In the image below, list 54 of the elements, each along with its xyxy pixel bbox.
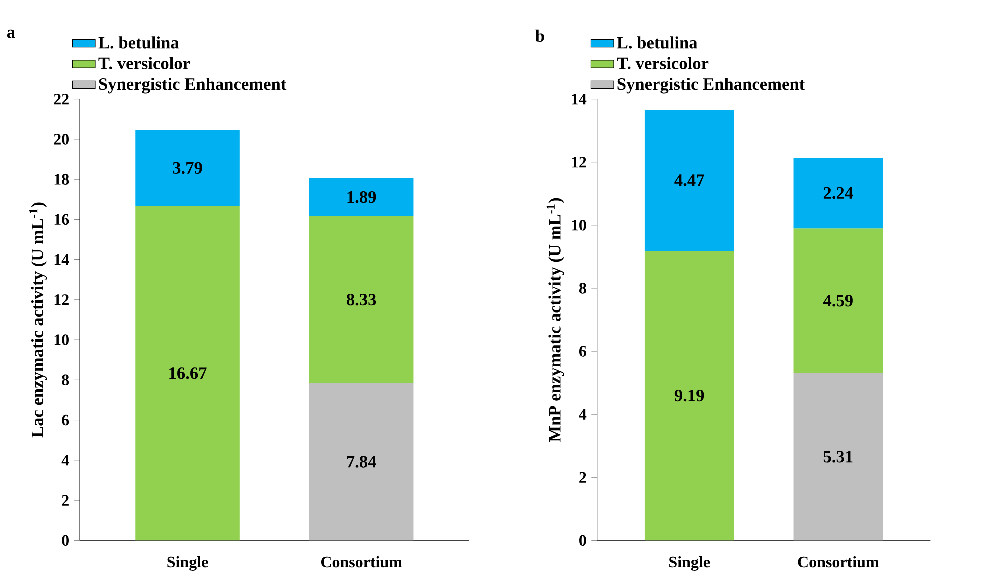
- y-tick-label: 10: [54, 334, 69, 346]
- bar: [644, 110, 734, 251]
- legend-label: Synergistic Enhancement: [99, 78, 287, 94]
- bar: [794, 158, 884, 229]
- legend-label: T. versicolor: [98, 57, 190, 70]
- bar: [644, 250, 734, 541]
- legend-label: L. betulina: [98, 36, 180, 49]
- x-tick-label: Consortium: [798, 556, 880, 568]
- y-tick-label: 6: [579, 346, 586, 357]
- y-tick-label: 14: [54, 254, 70, 266]
- bar: [136, 130, 240, 206]
- bar: [309, 216, 414, 384]
- x-tick-label: Consortium: [321, 556, 402, 568]
- x-tick-label: Single: [168, 556, 208, 572]
- chart-title: a: [7, 30, 16, 38]
- y-tick-label: 2: [580, 472, 586, 483]
- data-label: 3.79: [173, 162, 202, 174]
- y-tick-label: 10: [572, 220, 586, 231]
- legend-label: L. betulina: [617, 36, 698, 49]
- y-tick-label: 0: [62, 535, 69, 546]
- bar: [136, 206, 240, 541]
- data-label: 2.24: [824, 187, 854, 200]
- y-tick-label: 12: [54, 294, 69, 306]
- y-tick-label: 8: [579, 283, 586, 294]
- y-tick-label: 22: [54, 94, 69, 105]
- y-tick-label: 2: [62, 495, 69, 506]
- bar: [794, 228, 884, 374]
- y-tick-label: 14: [572, 94, 587, 105]
- bar: [794, 373, 884, 541]
- data-label: 8.33: [346, 294, 376, 306]
- data-label: 16.67: [170, 368, 207, 380]
- bar: [309, 383, 414, 541]
- y-tick-label: 6: [62, 414, 70, 426]
- data-label: 4.59: [823, 295, 853, 307]
- chart-title: b: [536, 30, 544, 42]
- legend-label: T. versicolor: [617, 57, 709, 70]
- data-label: 1.89: [348, 191, 376, 204]
- y-tick-label: 16: [54, 214, 70, 226]
- data-label: 7.84: [347, 456, 376, 468]
- legend-label: Synergistic Enhancement: [618, 78, 806, 94]
- y-tick-label: 0: [580, 535, 586, 546]
- y-tick-label: 4: [579, 409, 587, 420]
- y-tick-label: 4: [62, 455, 70, 466]
- y-axis-title: Lac enzymatic activity (U mL$^{-1}$): [30, 202, 48, 438]
- y-tick-label: 8: [62, 374, 70, 386]
- y-axis-title: MnP enzymatic activity (U mL$^{-1}$): [546, 198, 564, 442]
- y-tick-label: 20: [54, 134, 69, 145]
- y-tick-label: 18: [54, 174, 70, 185]
- bar: [309, 178, 414, 216]
- data-label: 5.31: [824, 451, 853, 463]
- y-tick-label: 12: [572, 157, 586, 168]
- data-label: 4.47: [674, 174, 704, 186]
- x-tick-label: Single: [670, 556, 710, 572]
- data-label: 9.19: [674, 390, 704, 402]
